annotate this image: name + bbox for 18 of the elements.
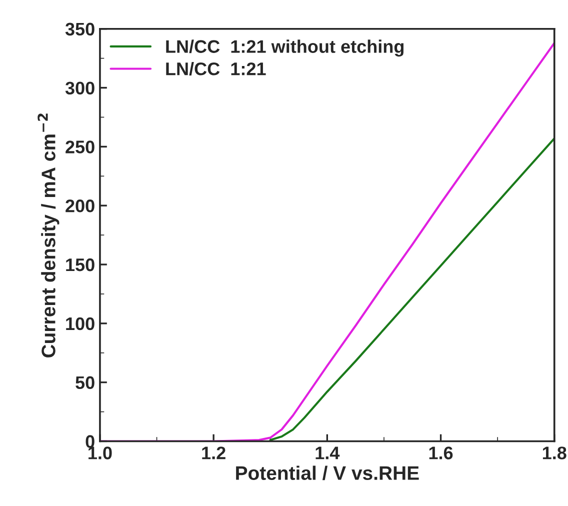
y-tick-label: 250 bbox=[66, 140, 94, 154]
y-tick-label: 150 bbox=[66, 258, 94, 272]
y-tick-label: 100 bbox=[66, 317, 94, 330]
x-tick-label: 1.2 bbox=[202, 446, 226, 460]
y-tick-label: 300 bbox=[65, 82, 94, 94]
y-tick-label: 0 bbox=[86, 435, 94, 448]
legend-label: LN/CC 1:21 bbox=[166, 62, 266, 76]
y-axis-title: Current density / mA cm$^{−2}$ bbox=[38, 114, 60, 358]
x-tick-label: 1.4 bbox=[316, 446, 340, 460]
x-axis-title: Potential / V vs.RHE bbox=[236, 466, 419, 480]
y-tick-label: 350 bbox=[65, 22, 94, 36]
legend-label: LN/CC 1:21 without etching bbox=[166, 40, 404, 57]
y-tick-label: 200 bbox=[66, 200, 94, 212]
x-tick-label: 1.6 bbox=[429, 446, 453, 460]
x-tick-label: 1.0 bbox=[88, 446, 112, 460]
y-tick-label: 50 bbox=[76, 376, 94, 390]
x-tick-label: 1.8 bbox=[542, 446, 566, 460]
line-series bbox=[269, 137, 554, 442]
